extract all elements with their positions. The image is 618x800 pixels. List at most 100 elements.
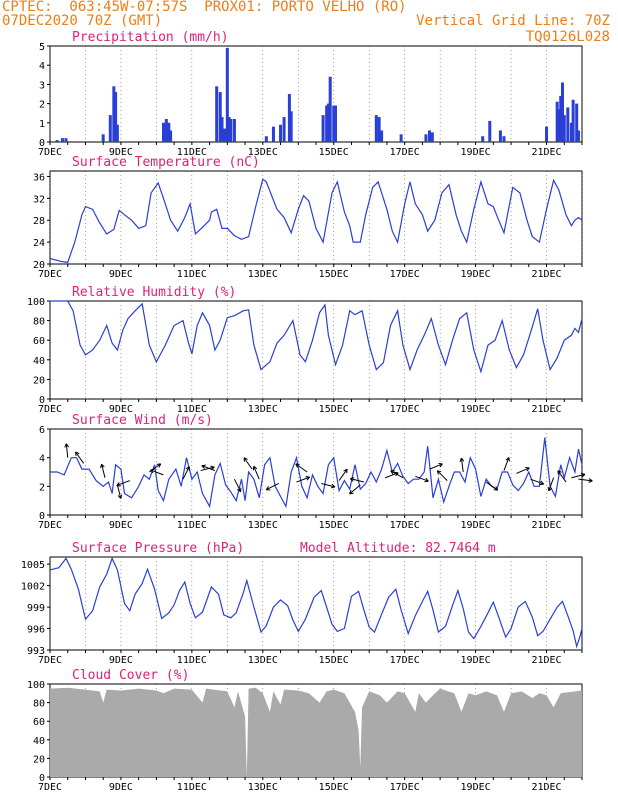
x-tick-label: 19DEC bbox=[461, 520, 491, 531]
panel-title: Precipitation (mm/h) bbox=[72, 30, 229, 45]
x-tick-label: 19DEC bbox=[461, 269, 491, 280]
plot-frame bbox=[49, 300, 583, 400]
precip-bar bbox=[64, 138, 68, 142]
wind-arrow bbox=[350, 478, 365, 483]
y-tick-label: 1 bbox=[39, 119, 45, 130]
wind-arrow bbox=[338, 468, 348, 481]
y-tick-label: 40 bbox=[33, 736, 45, 747]
precip-bar bbox=[229, 118, 233, 142]
x-tick-label: 17DEC bbox=[390, 520, 420, 531]
wind-arrow bbox=[578, 478, 593, 482]
precip-bar bbox=[101, 134, 105, 142]
x-tick-label: 15DEC bbox=[319, 655, 349, 666]
precip-bar bbox=[112, 86, 116, 142]
wind-arrow-head bbox=[548, 487, 553, 492]
wind-arrow bbox=[295, 463, 308, 473]
wind-arrow-head bbox=[120, 494, 123, 499]
x-tick-label: 21DEC bbox=[531, 520, 561, 531]
precip-bar bbox=[380, 130, 384, 142]
precip-bar bbox=[289, 111, 293, 142]
wind-arrow bbox=[253, 466, 260, 480]
x-tick-label: 11DEC bbox=[177, 655, 207, 666]
panel-title: Surface Temperature (nC) bbox=[72, 155, 260, 170]
panel-title: Relative Humidity (%) bbox=[72, 285, 236, 300]
wind-arrow bbox=[296, 476, 310, 483]
precip-bar bbox=[60, 138, 64, 142]
x-tick-label: 15DEC bbox=[319, 147, 349, 158]
wind-arrow bbox=[150, 469, 164, 476]
x-tick-label: 21DEC bbox=[531, 404, 561, 415]
wind-arrow-head bbox=[150, 469, 154, 474]
wind-arrow bbox=[201, 465, 216, 472]
wind-arrow-head bbox=[64, 443, 67, 448]
x-tick-label: 11DEC bbox=[177, 269, 207, 280]
x-tick-label: 13DEC bbox=[248, 269, 278, 280]
precip-bar bbox=[576, 130, 580, 142]
precip-bar bbox=[575, 103, 579, 142]
y-tick-label: 4 bbox=[39, 454, 45, 465]
wind-arrow-head bbox=[424, 480, 429, 483]
wind-arrow-head bbox=[349, 492, 354, 495]
y-tick-label: 2 bbox=[39, 100, 45, 111]
precip-bar bbox=[287, 94, 291, 142]
x-tick-label: 15DEC bbox=[319, 782, 349, 793]
wind-arrow-head bbox=[265, 486, 269, 491]
x-tick-label: 21DEC bbox=[531, 147, 561, 158]
precip-bar bbox=[282, 117, 286, 142]
precip-bar bbox=[555, 101, 559, 142]
wind-arrow bbox=[182, 466, 190, 480]
wind-arrow-head bbox=[237, 488, 241, 493]
x-tick-label: 13DEC bbox=[248, 782, 278, 793]
x-tick-label: 11DEC bbox=[177, 520, 207, 531]
x-tick-label: 11DEC bbox=[177, 404, 207, 415]
y-tick-label: 20 bbox=[33, 754, 45, 765]
precip-bar bbox=[222, 128, 226, 142]
wind-arrow-head bbox=[150, 468, 155, 471]
x-tick-label: 19DEC bbox=[461, 655, 491, 666]
x-tick-label: 9DEC bbox=[109, 404, 133, 415]
precip-bar bbox=[334, 105, 338, 142]
wind-arrow bbox=[415, 475, 429, 482]
wind-arrow bbox=[349, 484, 361, 495]
precip-bar bbox=[55, 140, 59, 142]
precip-bar bbox=[328, 76, 332, 142]
x-tick-label: 9DEC bbox=[109, 269, 133, 280]
x-tick-label: 15DEC bbox=[319, 520, 349, 531]
precip-bar bbox=[114, 92, 118, 142]
panel-title: Cloud Cover (%) bbox=[72, 668, 189, 683]
precip-bar bbox=[326, 103, 330, 142]
wind-arrow-head bbox=[349, 478, 354, 482]
wind-arrow-head bbox=[436, 470, 439, 475]
wind-arrow-head bbox=[505, 457, 510, 461]
wind-arrow-head bbox=[350, 477, 355, 480]
precip-bar bbox=[164, 118, 168, 142]
y-tick-label: 80 bbox=[33, 317, 45, 328]
precip-bar bbox=[215, 86, 219, 142]
wind-arrow-head bbox=[439, 463, 443, 468]
wind-arrow bbox=[530, 478, 544, 485]
wind-arrow bbox=[485, 481, 498, 491]
precip-bar bbox=[557, 109, 561, 142]
x-tick-label: 7DEC bbox=[38, 147, 62, 158]
wind-arrow-head bbox=[588, 478, 593, 482]
x-tick-label: 21DEC bbox=[531, 269, 561, 280]
wind-arrow-head bbox=[588, 480, 593, 483]
x-tick-label: 21DEC bbox=[531, 782, 561, 793]
x-tick-label: 13DEC bbox=[248, 404, 278, 415]
header-title: CPTEC: 063:45W-07:57S PROX01: PORTO VELH… bbox=[2, 0, 407, 15]
wind-arrow bbox=[460, 458, 464, 473]
y-tick-label: 2 bbox=[39, 482, 45, 493]
precip-bar bbox=[225, 47, 229, 142]
wind-arrow-head bbox=[210, 465, 215, 468]
wind-arrow-head bbox=[185, 466, 190, 470]
x-tick-label: 9DEC bbox=[109, 520, 133, 531]
y-tick-label: 80 bbox=[33, 699, 45, 710]
y-tick-label: 20 bbox=[33, 375, 45, 386]
x-tick-label: 19DEC bbox=[461, 147, 491, 158]
precip-bar bbox=[566, 107, 570, 142]
x-tick-label: 15DEC bbox=[319, 404, 349, 415]
x-tick-label: 11DEC bbox=[177, 147, 207, 158]
x-tick-label: 17DEC bbox=[390, 782, 420, 793]
series-line bbox=[50, 300, 583, 374]
